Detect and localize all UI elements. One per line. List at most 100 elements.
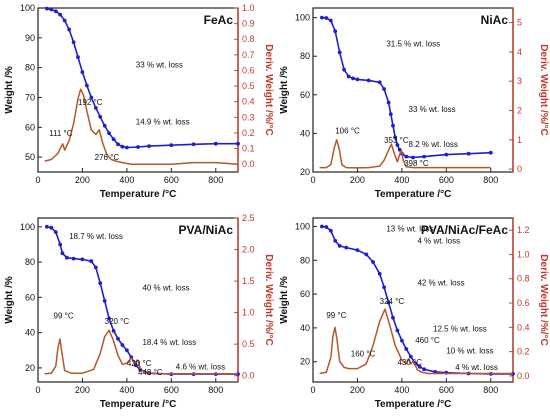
y2-axis-label: Deriv. Weight /%/°C xyxy=(263,254,274,345)
y2-tick-label: 1.0 xyxy=(242,3,255,13)
y2-tick-label: 0.4 xyxy=(242,97,255,107)
weight-point xyxy=(191,142,196,147)
weight-point xyxy=(76,55,80,60)
weight-point xyxy=(404,154,409,159)
y2-axis-label: Deriv. Weight /%/°C xyxy=(263,44,274,135)
y2-tick-label: 0.1 xyxy=(242,144,255,154)
weight-point xyxy=(344,245,349,250)
annotation-label: 448 °C xyxy=(138,368,163,377)
annotation-label: 324 °C xyxy=(380,297,405,306)
weight-point xyxy=(169,143,174,148)
x-tick-label: 400 xyxy=(119,175,134,185)
annotation-label: 14.9 % wt. loss xyxy=(136,117,190,126)
x-tick-label: 800 xyxy=(483,385,498,395)
y2-tick-label: 0.2 xyxy=(517,347,530,357)
weight-point xyxy=(324,225,329,229)
weight-point xyxy=(120,144,125,149)
annotation-label: 353 °C xyxy=(384,136,409,145)
panel-title: PVA/NiAc xyxy=(179,223,234,237)
annotation-label: 33 % wt. loss xyxy=(409,105,456,114)
x-axis-label: Temperature /°C xyxy=(100,189,177,200)
y-tick-label: 20 xyxy=(300,357,310,367)
weight-point xyxy=(391,123,395,128)
tga-panel-feac: 0 200 400 600 800 50 60 70 80 90 100 0.0 0.1 0.2 0.3 0.… xyxy=(4,3,274,200)
y-tick-label: 100 xyxy=(295,221,310,231)
x-tick-label: 200 xyxy=(75,175,90,185)
weight-point xyxy=(355,248,360,252)
y2-tick-label: 0.2 xyxy=(242,128,255,138)
x-tick-label: 400 xyxy=(394,385,409,395)
x-axis-label: Temperature /°C xyxy=(100,399,177,410)
annotation-label: 4.6 % wt. loss xyxy=(176,363,225,372)
y2-tick-label: 0.8 xyxy=(517,274,530,284)
x-tick-label: 200 xyxy=(75,385,90,395)
annotation-label: 192 °C xyxy=(78,98,103,107)
y-tick-label: 100 xyxy=(20,222,35,232)
weight-point xyxy=(67,27,71,32)
x-tick-label: 200 xyxy=(350,175,365,185)
weight-point xyxy=(136,145,140,149)
weight-point xyxy=(466,151,471,156)
x-tick-label: 600 xyxy=(439,385,454,395)
weight-point xyxy=(71,40,76,45)
y-tick-label: 40 xyxy=(300,128,310,138)
annotation-label: 40 % wt. loss xyxy=(142,283,189,292)
weight-point xyxy=(391,315,395,320)
weight-point xyxy=(366,78,371,83)
annotation-label: 320 °C xyxy=(105,317,130,326)
y-tick-label: 100 xyxy=(295,13,310,23)
x-tick-label: 800 xyxy=(208,385,223,395)
weight-point xyxy=(116,142,120,147)
weight-point xyxy=(147,144,152,149)
y-tick-label: 20 xyxy=(25,363,35,373)
annotation-label: 10 % wt. loss xyxy=(446,346,493,355)
annotation-label: 18.4 % wt. loss xyxy=(142,338,196,347)
weight-point xyxy=(382,87,386,91)
x-axis-label: Temperature /°C xyxy=(375,189,452,200)
annotation-label: 276 °C xyxy=(95,153,120,162)
weight-point xyxy=(395,143,400,147)
weight-point xyxy=(89,95,94,100)
y2-tick-label: 0.8 xyxy=(242,34,255,44)
x-tick-label: 600 xyxy=(164,385,179,395)
weight-point xyxy=(488,150,493,155)
annotation-label: 33 % wt. loss xyxy=(136,61,183,70)
weight-point xyxy=(65,255,69,260)
y-tick-label: 70 xyxy=(25,92,35,102)
weight-point xyxy=(80,70,85,74)
y2-tick-label: 2 xyxy=(517,106,522,116)
weight-point xyxy=(422,154,426,159)
weight-point xyxy=(213,141,218,146)
weight-point xyxy=(337,244,342,248)
annotation-label: 18.7 % wt. loss xyxy=(69,232,123,241)
tga-panel-pva-niac: 0 200 400 600 800 20 40 60 80 100 0.0 0.5 1.0 1.5 2.0 2… xyxy=(4,213,274,410)
weight-point xyxy=(377,271,382,276)
y2-tick-label: 2.5 xyxy=(242,213,255,223)
y-tick-label: 80 xyxy=(25,63,35,73)
weight-point xyxy=(49,225,54,230)
y2-tick-label: 0.0 xyxy=(242,159,255,169)
y-tick-label: 80 xyxy=(300,255,310,265)
weight-point xyxy=(377,80,382,85)
y2-axis-label: Deriv. Weight /%/°C xyxy=(538,254,549,345)
weight-point xyxy=(80,257,85,262)
x-tick-label: 800 xyxy=(483,175,498,185)
weight-point xyxy=(125,348,129,353)
annotation-label: 42 % wt. loss xyxy=(417,279,464,288)
y2-tick-label: 0.0 xyxy=(517,371,530,381)
y-tick-label: 80 xyxy=(300,51,310,61)
weight-point xyxy=(111,137,116,142)
weight-point xyxy=(371,260,375,264)
weight-point xyxy=(98,281,103,286)
y2-axis-label: Deriv. Weight /%/°C xyxy=(538,44,549,135)
derivative-curve xyxy=(319,139,491,169)
weight-point xyxy=(49,7,54,12)
weight-point xyxy=(102,299,107,303)
y-axis-label: Weight /% xyxy=(4,66,15,114)
weight-point xyxy=(107,131,111,136)
weight-point xyxy=(388,112,393,116)
weight-point xyxy=(333,238,338,243)
weight-point xyxy=(111,329,116,333)
y-tick-label: 60 xyxy=(25,122,35,132)
y-tick-label: 60 xyxy=(300,289,310,299)
